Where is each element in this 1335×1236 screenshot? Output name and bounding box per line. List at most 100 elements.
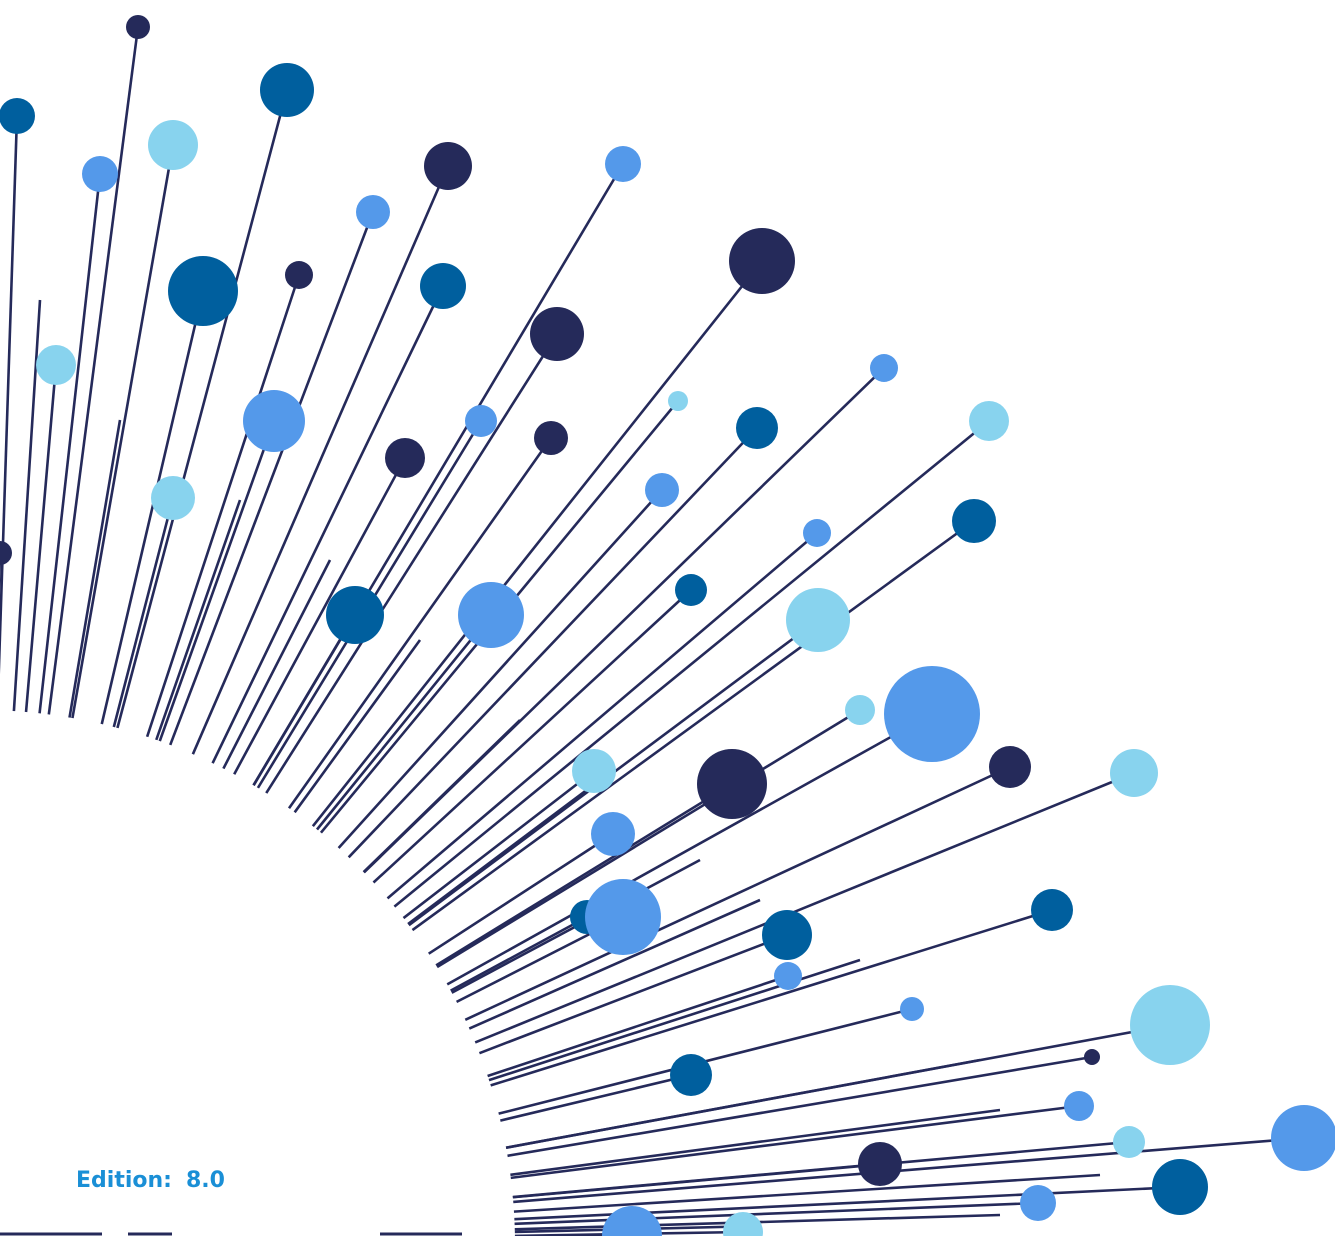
dot: [534, 421, 568, 455]
dot: [585, 879, 661, 955]
ray: [252, 614, 357, 786]
ray: [500, 1073, 692, 1122]
dot: [989, 746, 1031, 788]
ray: [116, 89, 289, 729]
ray: [407, 778, 601, 926]
ray: [311, 260, 764, 827]
dot: [458, 582, 524, 648]
ray: [169, 211, 375, 746]
ray: [513, 1136, 1305, 1204]
dot: [126, 15, 150, 39]
ray: [347, 427, 758, 859]
ray: [112, 497, 175, 728]
ray: [47, 26, 140, 715]
dot: [605, 146, 641, 182]
ray: [468, 898, 761, 1030]
ray: [510, 1104, 1080, 1180]
ray: [411, 519, 975, 932]
dot: [952, 499, 996, 543]
dot: [151, 476, 195, 520]
dot: [82, 156, 118, 192]
ray: [513, 1173, 1101, 1213]
ray: [436, 708, 861, 969]
dot: [900, 997, 924, 1021]
dot: [668, 391, 688, 411]
ray: [512, 1162, 881, 1199]
dot: [729, 228, 795, 294]
dot: [0, 541, 12, 565]
ray: [478, 933, 788, 1055]
dot: [969, 401, 1009, 441]
dot: [1064, 1091, 1094, 1121]
dot: [1271, 1105, 1335, 1171]
ray: [505, 1058, 981, 1149]
dot: [602, 1206, 662, 1236]
ray: [38, 173, 102, 714]
ray: [316, 614, 493, 831]
ray: [158, 420, 276, 742]
ray: [450, 915, 588, 992]
ray: [12, 299, 42, 712]
ray: [435, 782, 733, 967]
ray: [474, 771, 1135, 1044]
dot: [723, 1212, 763, 1236]
dot: [36, 345, 76, 385]
ray: [222, 559, 332, 770]
dot: [870, 354, 898, 382]
dot: [884, 666, 980, 762]
dot: [285, 261, 313, 289]
dot: [148, 120, 198, 170]
ray: [68, 419, 122, 718]
edition-value: 8.0: [185, 1168, 225, 1193]
dot: [1110, 749, 1158, 797]
ray: [287, 437, 553, 810]
ray: [393, 419, 990, 908]
ray: [337, 489, 663, 849]
ray: [372, 589, 692, 884]
dot: [260, 63, 314, 117]
dot: [645, 473, 679, 507]
dot: [670, 1054, 712, 1096]
ray: [464, 765, 1011, 1021]
ray: [191, 165, 450, 755]
dot: [1020, 1185, 1056, 1221]
ray: [100, 290, 205, 725]
ray: [490, 908, 1053, 1087]
dot: [465, 405, 497, 437]
dot: [1031, 889, 1073, 931]
ray: [446, 712, 933, 986]
dot: [803, 519, 831, 547]
dot: [1130, 985, 1210, 1065]
dot: [736, 407, 778, 449]
ray: [514, 1201, 1039, 1226]
ray: [510, 1108, 1001, 1177]
ray: [211, 285, 445, 764]
ray: [155, 499, 242, 741]
dot: [786, 588, 850, 652]
dot: [424, 142, 472, 190]
dot: [326, 586, 384, 644]
ray: [402, 769, 595, 920]
rays: [0, 26, 1305, 1236]
ray: [71, 144, 175, 719]
dot: [356, 195, 390, 229]
dot: [385, 438, 425, 478]
dot: [168, 256, 238, 326]
ray: [293, 639, 422, 814]
dot: [530, 307, 584, 361]
ray: [24, 364, 58, 713]
dot: [762, 910, 812, 960]
ray: [428, 832, 614, 955]
dot: [845, 695, 875, 725]
dot: [1084, 1049, 1100, 1065]
edition: Edition: 8.0: [76, 1168, 225, 1193]
dot: [774, 962, 802, 990]
dot: [420, 263, 466, 309]
dot: [1113, 1126, 1145, 1158]
ray: [386, 532, 818, 900]
edition-label: Edition:: [76, 1168, 172, 1193]
ray: [0, 115, 19, 675]
ray: [265, 333, 559, 794]
